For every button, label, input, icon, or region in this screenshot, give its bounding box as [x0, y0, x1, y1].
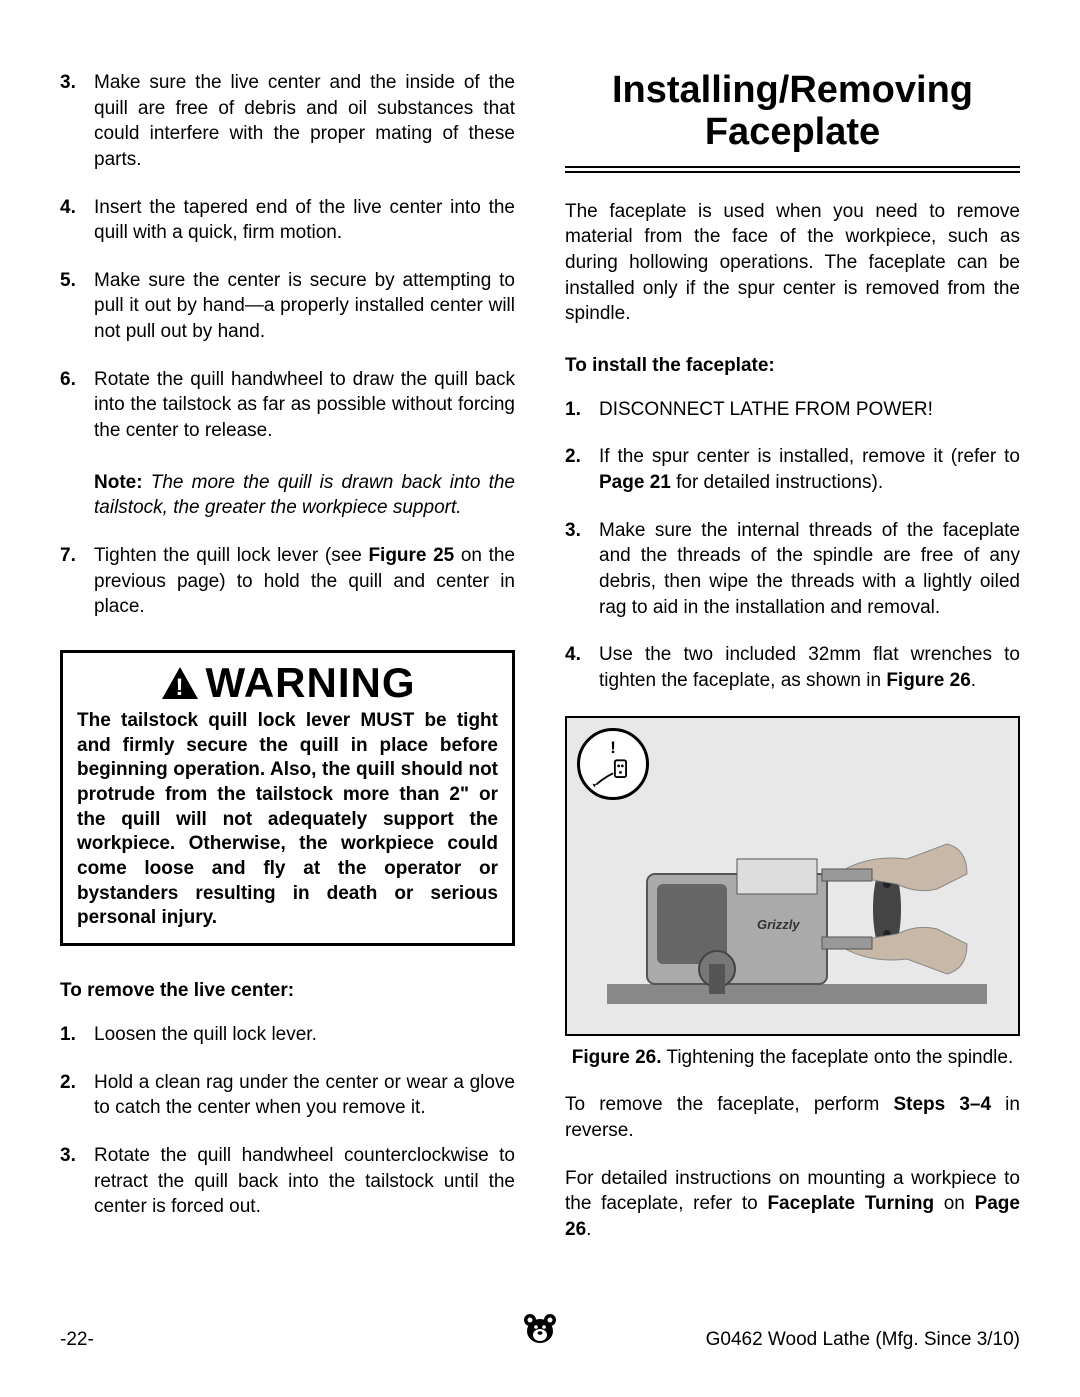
step-number: 5.	[60, 268, 94, 345]
list-item: 6. Rotate the quill handwheel to draw th…	[60, 367, 515, 444]
page-content: 3. Make sure the live center and the ins…	[60, 70, 1020, 1310]
step-number: 3.	[60, 1143, 94, 1220]
section-title: Installing/Removing Faceplate	[565, 70, 1020, 154]
title-line-2: Faceplate	[705, 111, 880, 153]
bear-logo-icon	[521, 1311, 559, 1351]
step-number: 1.	[60, 1022, 94, 1048]
list-item: 7. Tighten the quill lock lever (see Fig…	[60, 543, 515, 620]
right-column: Installing/Removing Faceplate The facepl…	[565, 70, 1020, 1310]
page-number: -22-	[60, 1329, 94, 1351]
step-text: Rotate the quill handwheel to draw the q…	[94, 367, 515, 444]
title-rule	[565, 166, 1020, 173]
step-text: If the spur center is installed, remove …	[599, 444, 1020, 495]
step-text: Make sure the internal threads of the fa…	[599, 518, 1020, 621]
svg-text:!: !	[610, 737, 616, 756]
text-part: .	[586, 1219, 591, 1240]
note-text: The more the quill is drawn back into th…	[94, 472, 515, 519]
text-part: .	[971, 670, 976, 691]
warning-title: ! WARNING	[77, 659, 498, 707]
list-item: 2. If the spur center is installed, remo…	[565, 444, 1020, 495]
unplug-icon: !	[577, 728, 649, 800]
step-text: DISCONNECT LATHE FROM POWER!	[599, 397, 1020, 423]
step-text: Make sure the center is secure by attemp…	[94, 268, 515, 345]
lathe-illustration: Grizzly	[607, 814, 987, 1014]
svg-text:Grizzly: Grizzly	[757, 917, 800, 932]
text-part: If the spur center is installed, remove …	[599, 446, 1020, 467]
figure-ref: Figure 26	[886, 670, 970, 691]
reverse-paragraph: To remove the faceplate, perform Steps 3…	[565, 1092, 1020, 1143]
list-item: 3. Rotate the quill handwheel counterclo…	[60, 1143, 515, 1220]
text-part: for detailed instructions).	[671, 472, 883, 493]
install-heading: To install the faceplate:	[565, 355, 1020, 377]
list-item: 5. Make sure the center is secure by att…	[60, 268, 515, 345]
list-item: 3. Make sure the live center and the ins…	[60, 70, 515, 173]
step-number: 2.	[565, 444, 599, 495]
step-number: 4.	[60, 195, 94, 246]
list-item: 3. Make sure the internal threads of the…	[565, 518, 1020, 621]
figure-ref: Figure 25	[368, 545, 454, 566]
step-text: Make sure the live center and the inside…	[94, 70, 515, 173]
figure-caption: Figure 26. Tightening the faceplate onto…	[565, 1046, 1020, 1071]
figure-label: Figure 26.	[572, 1047, 662, 1068]
detail-paragraph: For detailed instructions on mounting a …	[565, 1166, 1020, 1243]
list-item: 2. Hold a clean rag under the center or …	[60, 1070, 515, 1121]
page-ref: Page 21	[599, 472, 671, 493]
intro-paragraph: The faceplate is used when you need to r…	[565, 199, 1020, 327]
svg-text:!: !	[175, 674, 184, 701]
step-text: Hold a clean rag under the center or wea…	[94, 1070, 515, 1121]
list-item: 1. DISCONNECT LATHE FROM POWER!	[565, 397, 1020, 423]
step-number: 4.	[565, 642, 599, 693]
warning-box: ! WARNING The tailstock quill lock lever…	[60, 650, 515, 946]
text-part: To remove the faceplate, perform	[565, 1094, 893, 1115]
note-label: Note:	[94, 472, 143, 493]
note-block: Note: The more the quill is drawn back i…	[94, 470, 515, 521]
steps-ref: Steps 3–4	[893, 1094, 991, 1115]
step-number: 2.	[60, 1070, 94, 1121]
page-footer: -22- G0462 Wood Lathe (Mfg. Since 3/10)	[60, 1329, 1020, 1351]
list-item: 1. Loosen the quill lock lever.	[60, 1022, 515, 1048]
step-text: Loosen the quill lock lever.	[94, 1022, 515, 1048]
model-info: G0462 Wood Lathe (Mfg. Since 3/10)	[706, 1329, 1020, 1351]
step-number: 3.	[565, 518, 599, 621]
warning-word: WARNING	[206, 659, 416, 707]
text-part: Tighten the quill lock lever (see	[94, 545, 368, 566]
list-item: 4. Use the two included 32mm flat wrench…	[565, 642, 1020, 693]
step-number: 1.	[565, 397, 599, 423]
step-text: Rotate the quill handwheel counterclockw…	[94, 1143, 515, 1220]
list-item: 4. Insert the tapered end of the live ce…	[60, 195, 515, 246]
warning-text: The tailstock quill lock lever MUST be t…	[77, 709, 498, 931]
warning-triangle-icon: !	[160, 665, 200, 701]
left-column: 3. Make sure the live center and the ins…	[60, 70, 515, 1310]
step-number: 3.	[60, 70, 94, 173]
step-text: Use the two included 32mm flat wrenches …	[599, 642, 1020, 693]
step-text: Tighten the quill lock lever (see Figure…	[94, 543, 515, 620]
step-number: 7.	[60, 543, 94, 620]
step-number: 6.	[60, 367, 94, 444]
title-line-1: Installing/Removing	[612, 69, 973, 111]
figure-text: Tightening the faceplate onto the spindl…	[661, 1047, 1013, 1068]
section-ref: Faceplate Turning	[767, 1193, 934, 1214]
text-part: on	[934, 1193, 975, 1214]
remove-heading: To remove the live center:	[60, 980, 515, 1002]
step-text: Insert the tapered end of the live cente…	[94, 195, 515, 246]
figure-26: ! Grizzly	[565, 716, 1020, 1036]
